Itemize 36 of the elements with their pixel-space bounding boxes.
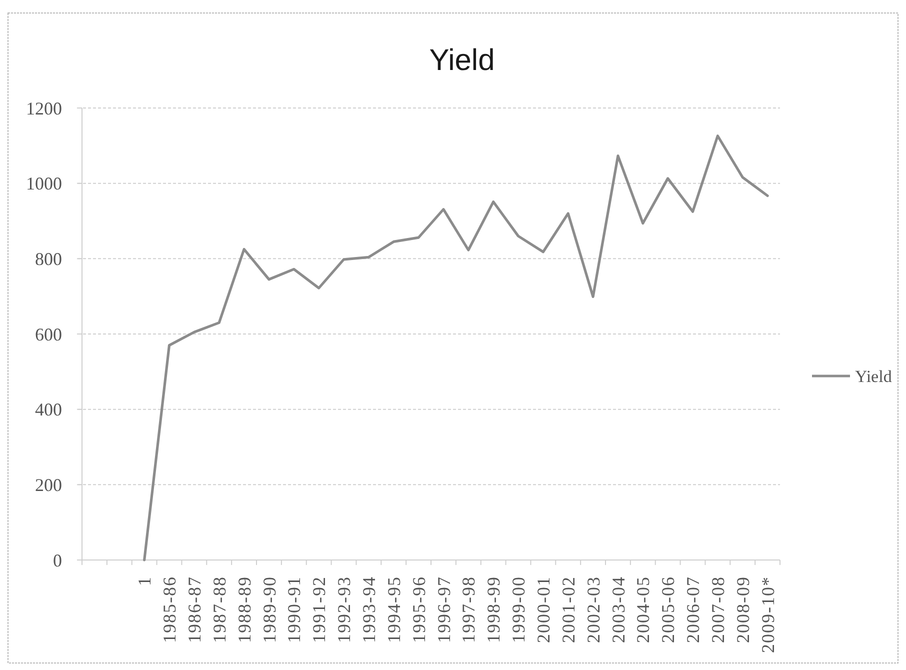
x-tick-label: 1990-91 — [284, 576, 304, 643]
x-tick-label: 2001-02 — [558, 576, 578, 643]
x-tick-label: 1989-90 — [259, 576, 280, 643]
y-tick-label: 200 — [35, 474, 62, 495]
y-tick-label: 400 — [35, 400, 62, 420]
y-tick-label: 0 — [53, 550, 62, 570]
y-tick-label: 1000 — [26, 174, 62, 194]
x-tick-label: 1996-97 — [434, 576, 454, 643]
x-tick-label: 2002-03 — [583, 576, 604, 643]
x-tick-label: 1995-96 — [408, 576, 429, 643]
x-tick-label: 2005-06 — [658, 576, 678, 643]
chart-title: Yield — [429, 44, 495, 77]
x-tick-label: 1992-93 — [334, 576, 354, 643]
y-tick-label: 800 — [35, 248, 62, 269]
x-tick-label: 1985-86 — [160, 576, 180, 643]
x-tick-label: 1988-89 — [234, 576, 254, 643]
x-tick-label: 2000-01 — [533, 576, 554, 643]
x-tick-label: 1991-92 — [309, 576, 330, 643]
x-tick-label: 1986-87 — [184, 576, 204, 643]
x-tick-label: 2007-08 — [708, 576, 728, 643]
x-tick-label: 2003-04 — [608, 576, 628, 643]
x-tick-label: 1998-99 — [484, 576, 504, 643]
x-tick-label: 1993-94 — [358, 576, 379, 643]
x-tick-label: 1994-95 — [384, 576, 404, 643]
line-series — [143, 134, 769, 562]
x-tick-label: 2004-05 — [633, 576, 654, 643]
x-tick-label: 1 — [134, 576, 155, 586]
y-tick-label: 1200 — [26, 98, 62, 118]
x-tick-label: 2006-07 — [683, 576, 704, 643]
x-tick-label: 1999-00 — [508, 576, 529, 643]
y-tick-label: 600 — [35, 324, 62, 344]
x-tick-label: 1987-88 — [209, 576, 230, 643]
x-tick-label: 2008-09 — [732, 576, 753, 643]
x-tick-label: 2009-10* — [758, 576, 778, 653]
legend-label: Yield — [855, 366, 892, 386]
x-tick-label: 1997-98 — [458, 576, 479, 643]
